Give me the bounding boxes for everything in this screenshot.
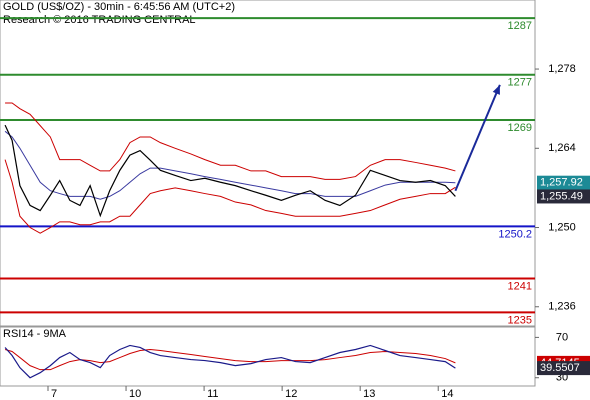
series-line	[4, 348, 456, 371]
level-label: 1250.2	[498, 228, 532, 240]
rsi-title: RSI14 - 9MA	[3, 328, 67, 340]
y-tick-label: 70	[556, 331, 568, 343]
series-line	[4, 130, 456, 200]
rsi-panel	[0, 326, 536, 387]
series-line	[4, 344, 456, 379]
x-tick-label: 11	[207, 388, 218, 400]
last-value-box	[537, 189, 590, 204]
level-label: 1277	[508, 77, 532, 89]
last-value-box	[537, 175, 590, 190]
x-tick-label: 7	[51, 388, 57, 400]
level-label: 1287	[508, 20, 532, 32]
series-line	[5, 102, 456, 180]
projection-arrow	[454, 84, 501, 192]
chart-subtitle: Research © 2016 TRADING CENTRAL	[3, 14, 196, 26]
chart-title: GOLD (US$/OZ) - 30min - 6:45:56 AM (UTC+…	[3, 1, 235, 13]
price-panel	[0, 0, 536, 327]
series-line	[4, 124, 456, 218]
level-label: 1241	[508, 280, 532, 292]
x-tick-label: 13	[363, 388, 375, 400]
arrow-head	[492, 84, 500, 95]
x-tick-label: 10	[129, 388, 141, 400]
level-label: 1269	[508, 122, 532, 134]
y-tick-label: 1,278	[548, 63, 576, 75]
x-tick-label: 14	[441, 388, 453, 400]
x-tick-label: 12	[285, 388, 297, 400]
y-tick-label: 1,264	[548, 142, 576, 154]
y-tick-label: 1,250	[548, 221, 576, 233]
y-tick-label: 1,236	[548, 301, 576, 313]
series-line	[4, 159, 456, 234]
level-label: 1235	[508, 314, 532, 326]
last-value-label: 1,255.49	[540, 190, 583, 202]
last-value-box	[537, 361, 590, 376]
last-value-label: 39.5507	[540, 362, 580, 374]
last-value-label: 1,257.92	[540, 177, 583, 189]
